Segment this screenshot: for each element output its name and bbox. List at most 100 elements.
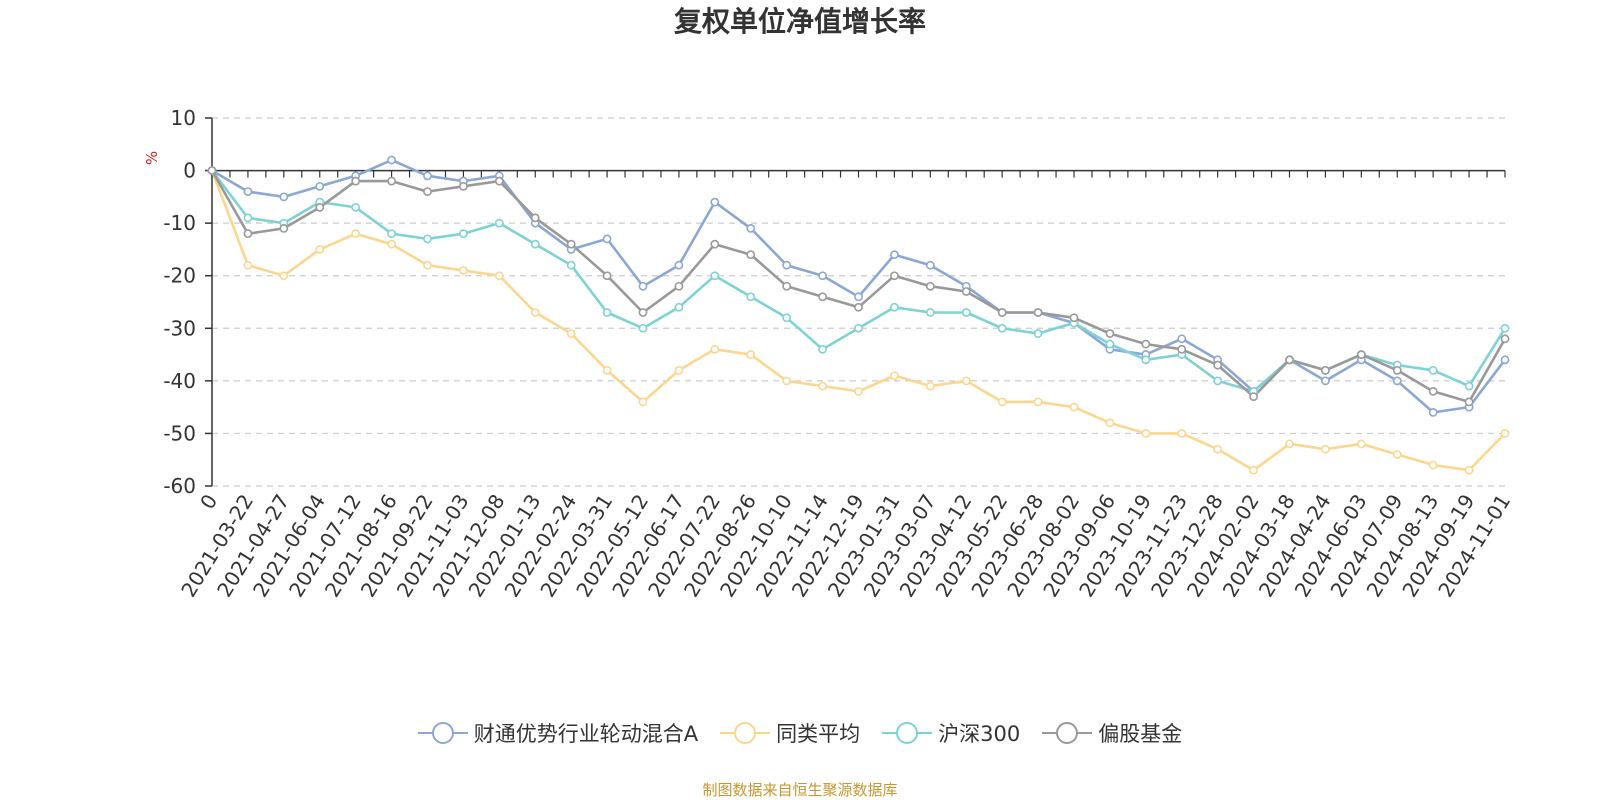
data-point xyxy=(710,271,720,281)
data-point xyxy=(315,181,325,191)
data-point xyxy=(1213,376,1223,386)
data-point xyxy=(315,245,325,254)
legend-item-equity-fund[interactable]: 偏股基金 xyxy=(1042,718,1182,748)
data-point xyxy=(1500,429,1510,438)
data-point xyxy=(1356,439,1366,449)
data-point xyxy=(1105,329,1115,338)
data-point xyxy=(279,223,289,233)
data-point xyxy=(1392,376,1402,386)
legend-item-fund[interactable]: 财通优势行业轮动混合A xyxy=(417,718,699,748)
data-point xyxy=(890,271,899,281)
y-tick-label: -30 xyxy=(163,316,196,340)
data-point xyxy=(674,260,684,270)
series-line xyxy=(210,169,1507,393)
data-point xyxy=(746,223,756,233)
data-point xyxy=(638,397,648,407)
chart-title: 复权单位净值增长率 xyxy=(673,5,926,38)
y-tick-label: 10 xyxy=(171,106,196,130)
data-point xyxy=(423,260,432,270)
y-tick-label: -60 xyxy=(163,474,196,498)
data-point xyxy=(602,365,612,375)
data-point xyxy=(854,292,863,302)
data-point xyxy=(782,376,792,386)
data-source-note: 制图数据来自恒生聚源数据库 xyxy=(702,781,898,799)
data-point xyxy=(243,213,253,223)
legend-item-peer-average[interactable]: 同类平均 xyxy=(720,718,860,748)
data-point xyxy=(710,344,720,354)
data-point xyxy=(1464,465,1474,475)
y-tick-label: -10 xyxy=(163,211,196,235)
data-point xyxy=(1321,365,1330,375)
legend-fund-label: 财通优势行业轮动混合A xyxy=(473,722,699,746)
data-point xyxy=(243,187,253,196)
data-point xyxy=(566,329,576,338)
y-axis-label: % xyxy=(143,151,161,165)
data-point xyxy=(925,381,935,391)
data-point xyxy=(961,376,971,386)
data-point xyxy=(530,308,540,317)
data-point xyxy=(459,229,468,239)
data-point xyxy=(1321,376,1330,386)
data-point xyxy=(1392,450,1402,459)
data-point xyxy=(351,202,361,212)
data-point xyxy=(459,181,468,191)
data-point xyxy=(1285,355,1294,365)
data-point xyxy=(782,260,792,270)
data-point xyxy=(997,323,1007,333)
data-point xyxy=(351,229,361,239)
legend-csi300-label: 沪深300 xyxy=(938,722,1021,746)
data-point xyxy=(818,344,827,354)
data-point xyxy=(1105,418,1115,428)
data-point xyxy=(674,281,684,291)
data-point xyxy=(387,176,396,186)
data-point xyxy=(530,213,540,223)
legend-fund-icon xyxy=(417,722,468,744)
data-point xyxy=(1069,402,1079,412)
series-layer xyxy=(207,155,1510,475)
data-point xyxy=(1464,397,1474,407)
data-point xyxy=(494,271,504,281)
legend-item-csi300[interactable]: 沪深300 xyxy=(882,718,1020,748)
y-tick-label: -20 xyxy=(163,264,196,288)
data-point xyxy=(638,281,648,291)
data-point xyxy=(602,234,612,244)
legend-equity-fund-label: 偏股基金 xyxy=(1098,722,1183,746)
data-point xyxy=(1213,444,1223,454)
data-point xyxy=(854,386,863,396)
data-point xyxy=(782,281,792,291)
data-point xyxy=(459,266,468,275)
y-tick-label: -40 xyxy=(163,369,196,393)
data-point xyxy=(782,313,792,323)
data-point xyxy=(638,323,648,333)
y-tick-label: 0 xyxy=(183,159,196,183)
data-point xyxy=(315,202,325,212)
data-point xyxy=(1428,407,1438,417)
data-point xyxy=(1033,329,1043,338)
data-point xyxy=(961,287,971,296)
data-point xyxy=(602,271,612,281)
data-point xyxy=(674,365,684,375)
data-point xyxy=(925,260,935,270)
data-point xyxy=(1500,355,1510,365)
data-point xyxy=(1428,460,1438,470)
data-point xyxy=(387,155,396,165)
data-point xyxy=(890,302,899,312)
data-point xyxy=(1249,465,1258,475)
x-tick-label: 0 xyxy=(195,490,222,514)
data-point xyxy=(1141,355,1151,365)
data-point xyxy=(997,397,1007,407)
data-point xyxy=(890,250,899,260)
data-point xyxy=(566,239,576,249)
data-point xyxy=(351,176,361,186)
data-point xyxy=(961,308,971,317)
data-point xyxy=(1177,334,1187,344)
data-point xyxy=(710,197,720,207)
data-point xyxy=(1249,392,1258,402)
data-point xyxy=(1105,339,1115,349)
data-point xyxy=(854,323,863,333)
data-point xyxy=(1177,344,1187,354)
data-point xyxy=(1464,381,1474,391)
data-point xyxy=(1285,439,1294,449)
data-point xyxy=(746,250,756,260)
data-point xyxy=(1033,308,1043,317)
